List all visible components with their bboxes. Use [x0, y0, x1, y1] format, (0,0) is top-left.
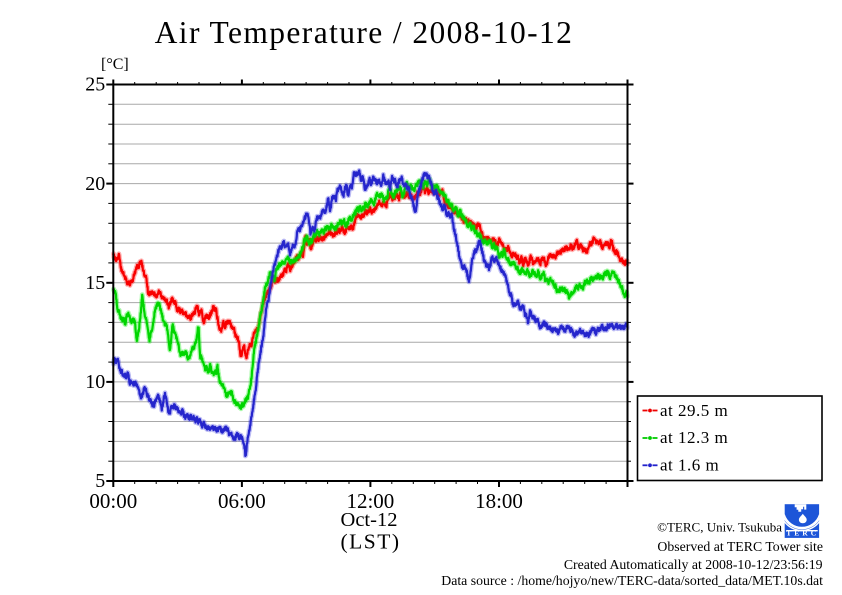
svg-text:©TERC, Univ. Tsukuba: ©TERC, Univ. Tsukuba	[657, 520, 782, 535]
svg-text:06:00: 06:00	[218, 489, 266, 513]
svg-text:TERC: TERC	[786, 529, 819, 538]
svg-text:at 29.5 m: at 29.5 m	[660, 401, 728, 420]
svg-text:at 12.3 m: at 12.3 m	[660, 428, 728, 447]
svg-text:Observed at TERC Tower site: Observed at TERC Tower site	[657, 539, 823, 554]
svg-text:00:00: 00:00	[89, 489, 137, 513]
svg-text:10: 10	[85, 371, 105, 393]
svg-text:18:00: 18:00	[475, 489, 523, 513]
svg-text:Created Automatically at 2008-: Created Automatically at 2008-10-12/23:5…	[564, 557, 823, 572]
svg-text:(LST): (LST)	[340, 530, 400, 554]
svg-text:[°C]: [°C]	[101, 56, 129, 73]
svg-text:20: 20	[85, 173, 105, 195]
svg-text:Air Temperature / 2008-10-12: Air Temperature / 2008-10-12	[155, 15, 574, 50]
svg-text:Oct-12: Oct-12	[341, 509, 398, 531]
svg-text:5: 5	[95, 470, 105, 492]
svg-text:25: 25	[85, 74, 105, 96]
svg-text:12:00: 12:00	[346, 489, 394, 513]
svg-text:15: 15	[85, 272, 105, 294]
svg-text:at 1.6 m: at 1.6 m	[660, 456, 719, 475]
svg-text:Data source : /home/hojyo/new/: Data source : /home/hojyo/new/TERC-data/…	[441, 573, 823, 588]
